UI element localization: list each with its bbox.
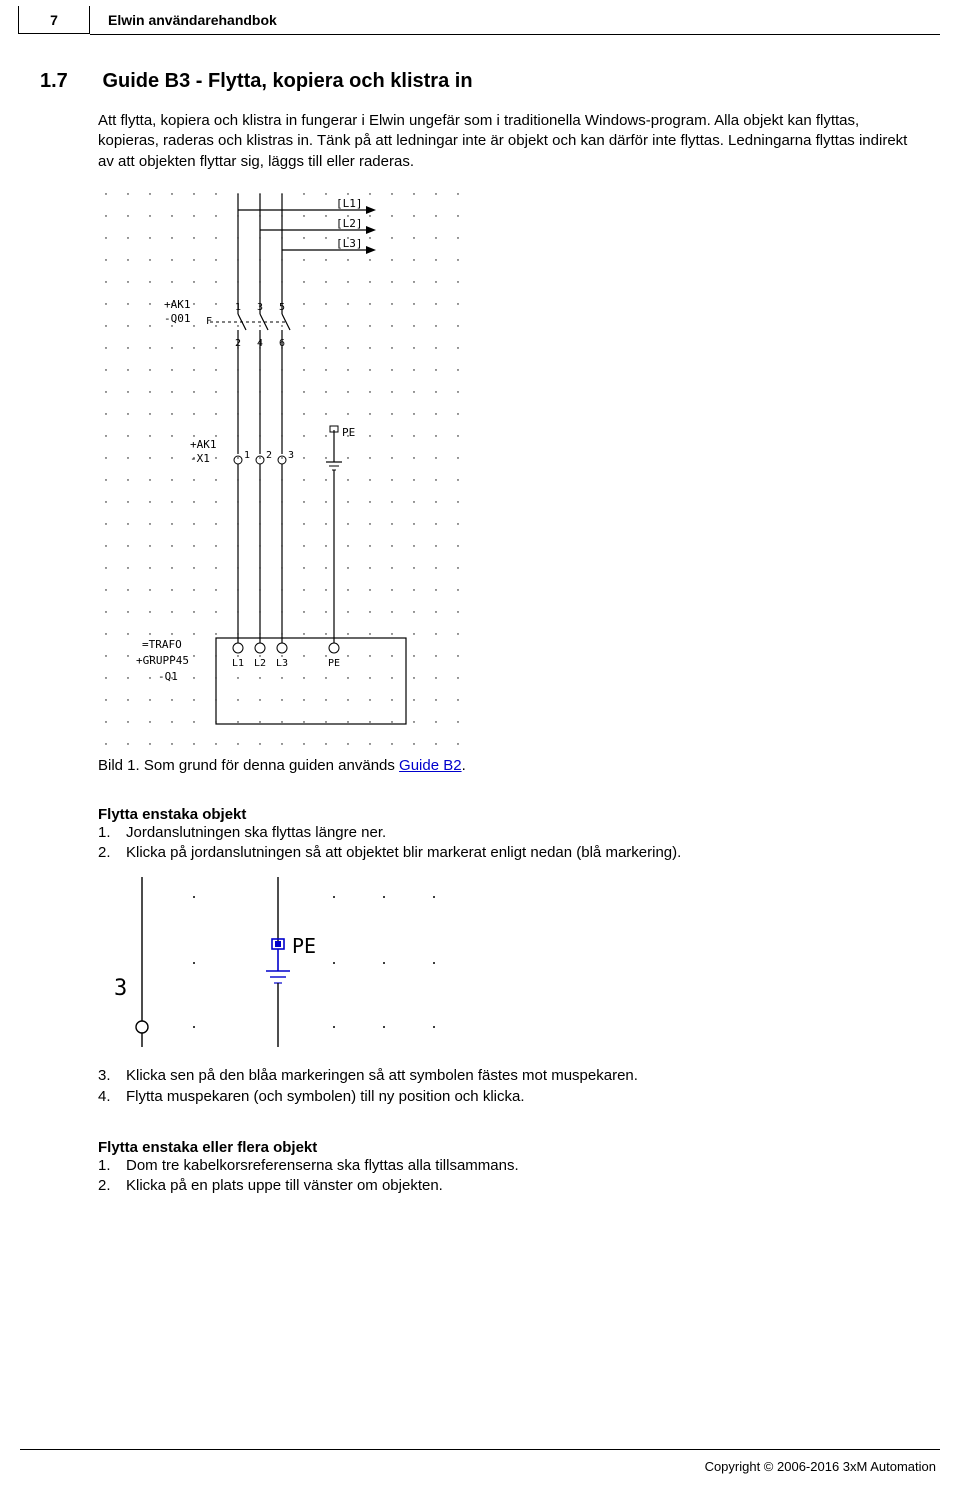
steps-block-1: 1.Jordanslutningen ska flyttas längre ne… xyxy=(98,823,920,864)
svg-text:=TRAFO: =TRAFO xyxy=(142,638,182,651)
subheading-1: Flytta enstaka objekt xyxy=(98,806,920,823)
page-number: 7 xyxy=(50,12,58,28)
step-4: 4.Flytta muspekaren (och symbolen) till … xyxy=(98,1087,920,1107)
step-b2: 2.Klicka på en plats uppe till vänster o… xyxy=(98,1176,920,1196)
selection-svg: 3 PE xyxy=(98,877,458,1047)
svg-text:+AK1: +AK1 xyxy=(190,438,217,451)
intro-paragraph: Att flytta, kopiera och klistra in funge… xyxy=(98,111,920,172)
svg-text:-X1: -X1 xyxy=(190,452,210,465)
svg-text:L3: L3 xyxy=(276,658,288,669)
header-rule xyxy=(90,34,940,35)
svg-text:2: 2 xyxy=(235,338,241,349)
section-number: 1.7 xyxy=(40,70,98,93)
caption-prefix: Bild 1. Som grund för denna guiden använ… xyxy=(98,757,399,774)
svg-text:3: 3 xyxy=(257,302,263,313)
content-area: 1.7 Guide B3 - Flytta, kopiera och klist… xyxy=(40,70,920,1196)
header-title: Elwin användarehandbok xyxy=(108,12,277,28)
svg-text:+GRUPP45: +GRUPP45 xyxy=(136,654,189,667)
svg-text:3: 3 xyxy=(288,450,294,461)
step-b1: 1.Dom tre kabelkorsreferenserna ska flyt… xyxy=(98,1156,920,1176)
svg-text:[L2]: [L2] xyxy=(336,217,363,230)
figure-1-caption: Bild 1. Som grund för denna guiden använ… xyxy=(98,757,920,774)
footer-rule xyxy=(20,1449,940,1450)
caption-suffix: . xyxy=(462,757,466,774)
section-heading: 1.7 Guide B3 - Flytta, kopiera och klist… xyxy=(40,70,920,93)
steps-block-2: 3.Klicka sen på den blåa markeringen så … xyxy=(98,1066,920,1107)
svg-text:PE: PE xyxy=(342,426,355,439)
svg-text:3: 3 xyxy=(114,976,127,1001)
svg-text:4: 4 xyxy=(257,338,263,349)
subheading-2: Flytta enstaka eller flera objekt xyxy=(98,1139,920,1156)
svg-text:-Q01: -Q01 xyxy=(164,312,191,325)
footer-copyright: Copyright © 2006-2016 3xM Automation xyxy=(705,1459,936,1474)
step-3: 3.Klicka sen på den blåa markeringen så … xyxy=(98,1066,920,1086)
svg-text:6: 6 xyxy=(279,338,285,349)
svg-text:[L1]: [L1] xyxy=(336,197,363,210)
guide-b2-link[interactable]: Guide B2 xyxy=(399,757,462,774)
svg-text:1: 1 xyxy=(235,302,241,313)
steps-block-3: 1.Dom tre kabelkorsreferenserna ska flyt… xyxy=(98,1156,920,1197)
svg-text:2: 2 xyxy=(266,450,272,461)
svg-text:PE: PE xyxy=(328,658,340,669)
step-2: 2.Klicka på jordanslutningen så att obje… xyxy=(98,843,920,863)
svg-text:L1: L1 xyxy=(232,658,244,669)
svg-text:PE: PE xyxy=(292,934,316,958)
svg-text:[L3]: [L3] xyxy=(336,237,363,250)
svg-text:+AK1: +AK1 xyxy=(164,298,191,311)
figure-1: [L1][L2][L3]+AK1-Q01F123456+AK1-X1123PE=… xyxy=(98,186,920,751)
svg-text:1: 1 xyxy=(244,450,250,461)
page-number-box: 7 xyxy=(18,6,90,34)
section-title: Guide B3 - Flytta, kopiera och klistra i… xyxy=(102,70,472,93)
schematic-svg: [L1][L2][L3]+AK1-Q01F123456+AK1-X1123PE=… xyxy=(98,186,468,746)
step-1: 1.Jordanslutningen ska flyttas längre ne… xyxy=(98,823,920,843)
svg-text:5: 5 xyxy=(279,302,285,313)
svg-text:L2: L2 xyxy=(254,658,266,669)
figure-2: 3 PE xyxy=(98,877,920,1052)
svg-text:-Q1: -Q1 xyxy=(158,670,178,683)
